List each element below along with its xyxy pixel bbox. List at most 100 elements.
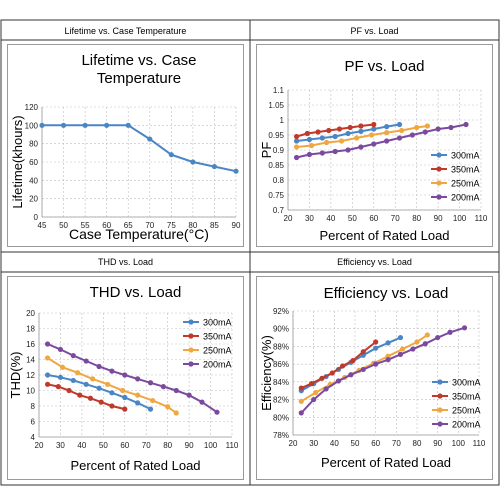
thd-chart: THD vs. Load 20 30 40 50 60 70 80 90 100 110 4 6 8 10 1… bbox=[7, 276, 244, 480]
legend-label: 250mA bbox=[451, 179, 480, 189]
data-point bbox=[340, 363, 346, 369]
y-tick-label: 0.95 bbox=[268, 131, 284, 140]
y-tick-label: 20 bbox=[29, 195, 38, 204]
data-point bbox=[96, 363, 102, 370]
data-point bbox=[57, 346, 64, 353]
data-point bbox=[447, 329, 453, 335]
x-tick-label: 40 bbox=[77, 441, 86, 450]
y-tick-label: 80 bbox=[29, 140, 38, 149]
thd-chart-svg: THD vs. Load 20 30 40 50 60 70 80 90 100 110 4 6 8 10 1… bbox=[8, 284, 239, 473]
data-point bbox=[422, 129, 428, 135]
y-tick-label: 60 bbox=[29, 158, 38, 167]
x-tick-label: 70 bbox=[145, 221, 154, 230]
y-tick-label: 92% bbox=[273, 307, 289, 316]
data-point bbox=[293, 144, 300, 150]
data-point bbox=[399, 346, 406, 352]
legend-label: 200mA bbox=[203, 360, 232, 370]
legend-label: 300mA bbox=[451, 151, 480, 161]
y-axis-label: THD(%) bbox=[8, 352, 23, 399]
y-tick-label: 1.05 bbox=[268, 101, 284, 110]
data-point bbox=[109, 368, 115, 374]
data-point bbox=[122, 372, 128, 378]
x-tick-label: 90 bbox=[185, 441, 194, 450]
x-tick-label: 75 bbox=[167, 221, 176, 230]
data-point bbox=[369, 132, 375, 138]
x-tick-label: 90 bbox=[433, 439, 442, 448]
panel-header-efficiency: Efficiency vs. Load bbox=[337, 257, 412, 267]
y-tick-label: 0.9 bbox=[273, 146, 285, 155]
data-point bbox=[125, 122, 131, 128]
y-tick-label: 6 bbox=[31, 418, 36, 427]
data-point bbox=[150, 397, 156, 404]
x-tick-label: 30 bbox=[309, 439, 318, 448]
legend-marker bbox=[188, 319, 194, 325]
x-tick-label: 70 bbox=[391, 214, 400, 223]
x-tick-label: 80 bbox=[413, 439, 422, 448]
y-axis-label: Lifetime(khours) bbox=[10, 115, 25, 208]
x-tick-label: 40 bbox=[326, 214, 335, 223]
y-tick-label: 10 bbox=[26, 387, 35, 396]
data-point bbox=[384, 124, 390, 130]
legend-label: 300mA bbox=[203, 318, 232, 328]
x-tick-label: 110 bbox=[226, 441, 239, 450]
data-point bbox=[448, 124, 454, 131]
data-point bbox=[135, 392, 141, 398]
legend-label: 350mA bbox=[452, 392, 481, 402]
data-point bbox=[70, 377, 76, 384]
lifetime-chart: Lifetime vs. Case Temperature 45 50 55 60 65 70… bbox=[7, 44, 244, 247]
data-point bbox=[109, 390, 115, 396]
data-point bbox=[173, 410, 179, 416]
x-tick-label: 90 bbox=[232, 221, 241, 230]
y-tick-label: 82% bbox=[273, 396, 289, 405]
data-point bbox=[293, 133, 300, 140]
data-point bbox=[44, 381, 51, 387]
y-tick-label: 1.1 bbox=[273, 86, 285, 95]
data-point bbox=[298, 398, 304, 404]
data-point bbox=[293, 154, 300, 161]
x-tick-label: 60 bbox=[120, 441, 129, 450]
x-tick-label: 90 bbox=[434, 214, 443, 223]
data-point bbox=[371, 121, 377, 128]
data-point bbox=[120, 387, 126, 394]
y-tick-label: 14 bbox=[26, 356, 35, 365]
data-point bbox=[55, 384, 61, 390]
legend-label: 200mA bbox=[451, 193, 480, 203]
x-tick-label: 30 bbox=[305, 214, 314, 223]
pf-chart: PF vs. Load 20 30 40 50 60 70 80 90 100 110 0.7 0.75… bbox=[256, 44, 493, 247]
data-point bbox=[345, 147, 351, 153]
y-axis-label: PF bbox=[259, 142, 274, 159]
x-tick-label: 45 bbox=[38, 221, 47, 230]
legend-label: 200mA bbox=[452, 420, 481, 430]
series-line bbox=[300, 326, 465, 414]
y-tick-label: 18 bbox=[26, 325, 35, 334]
data-point bbox=[385, 357, 391, 363]
data-point bbox=[298, 410, 304, 416]
data-point bbox=[397, 334, 404, 341]
series-line bbox=[296, 125, 428, 148]
data-point bbox=[360, 366, 366, 373]
data-point bbox=[371, 141, 377, 147]
data-point bbox=[339, 138, 345, 144]
data-point bbox=[233, 168, 239, 174]
legend-label: 250mA bbox=[452, 406, 481, 416]
data-point bbox=[186, 392, 192, 398]
panel-header-pf: PF vs. Load bbox=[350, 26, 399, 36]
x-tick-label: 85 bbox=[210, 221, 219, 230]
y-tick-label: 88% bbox=[273, 342, 289, 351]
data-point bbox=[77, 392, 83, 398]
data-point bbox=[90, 376, 96, 382]
data-point bbox=[173, 387, 179, 394]
data-point bbox=[354, 135, 360, 141]
legend-marker bbox=[437, 379, 443, 385]
data-point bbox=[83, 381, 89, 387]
legend-label: 350mA bbox=[203, 332, 232, 342]
y-tick-label: 90% bbox=[273, 325, 289, 334]
legend-marker bbox=[436, 180, 442, 186]
legend-label: 250mA bbox=[203, 346, 232, 356]
y-tick-label: 12 bbox=[26, 371, 35, 380]
legend-marker bbox=[437, 421, 443, 427]
data-point bbox=[358, 144, 364, 150]
data-point bbox=[304, 130, 310, 137]
data-point bbox=[87, 395, 94, 401]
